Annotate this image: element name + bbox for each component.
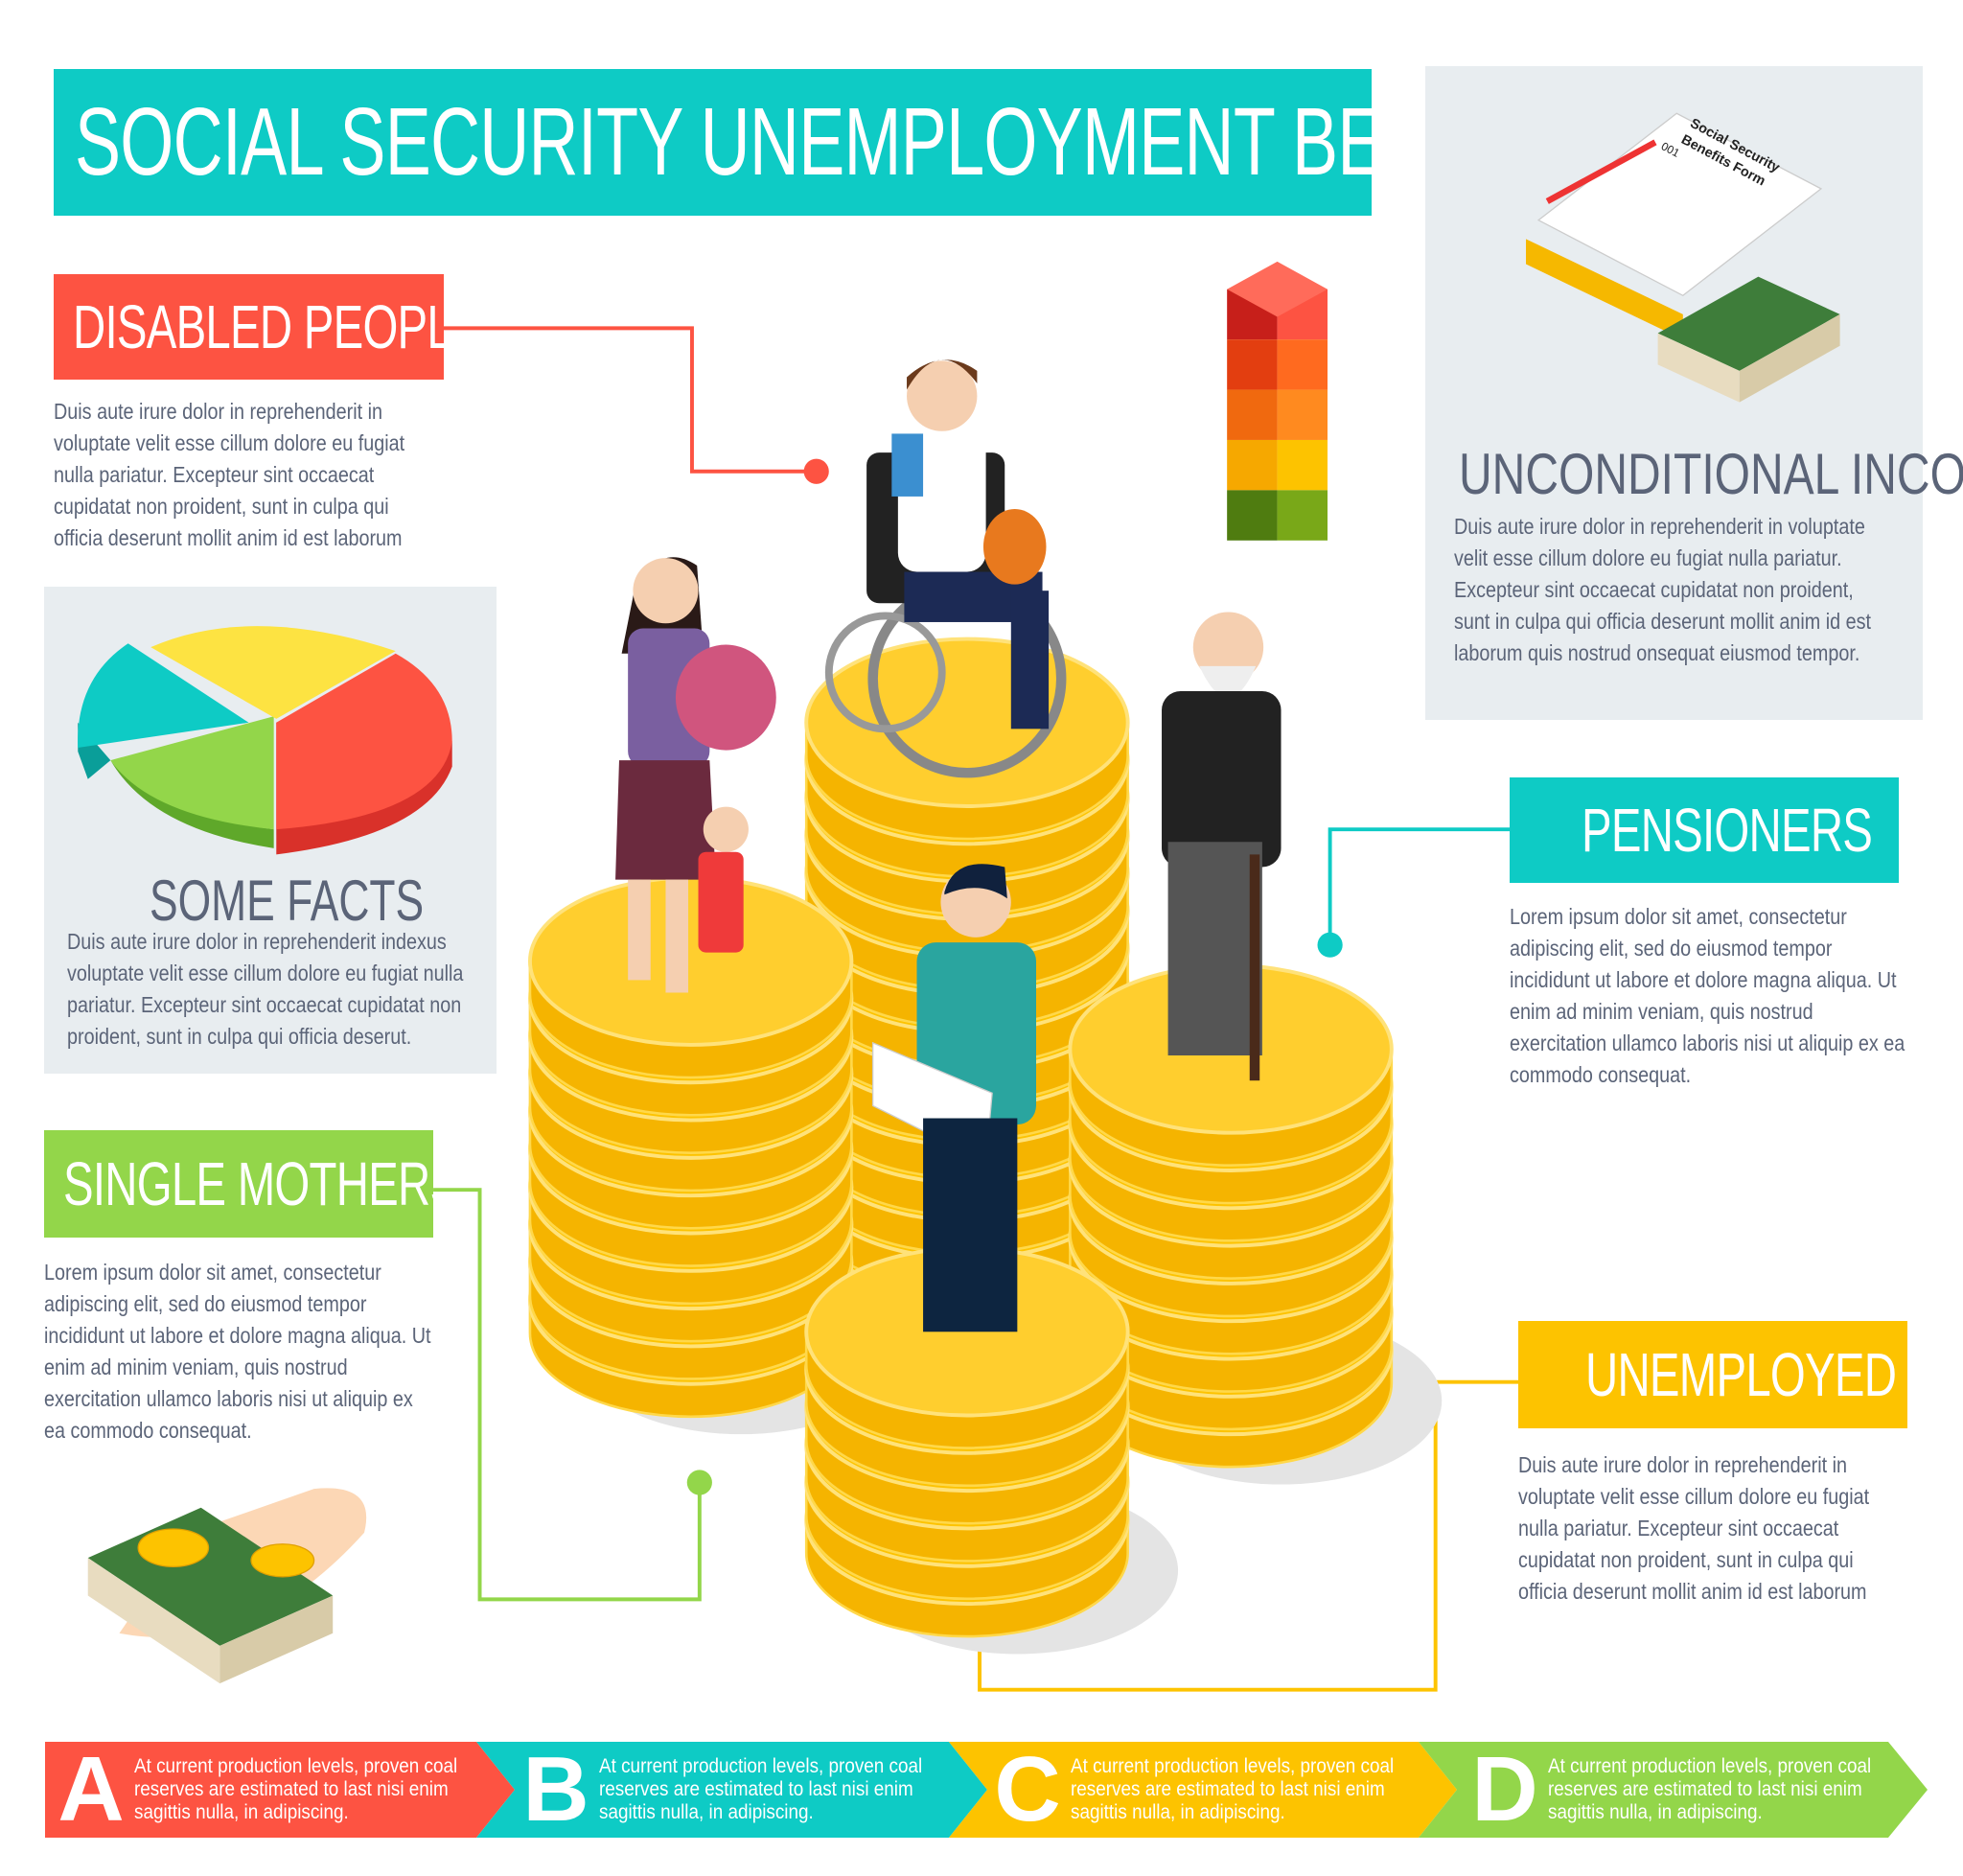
- step-c-letter: C: [994, 1738, 1061, 1841]
- some-facts-text: Duis aute irure dolor in reprehenderit i…: [67, 929, 464, 1049]
- step-c-text: At current production levels, proven coa…: [1071, 1755, 1395, 1823]
- disabled-people-heading: DISABLED PEOPLE: [73, 292, 444, 361]
- disabled-people-heading-box: DISABLED PEOPLE: [54, 274, 444, 380]
- mothers-connector: [433, 1188, 702, 1602]
- single-mothers-text: Lorem ipsum dolor sit amet, consectetur …: [44, 1260, 431, 1443]
- step-b-text: At current production levels, proven coa…: [599, 1755, 923, 1823]
- unconditional-income-heading: UNCONDITIONAL INCOME: [1459, 442, 1963, 506]
- disabled-person-figure: [824, 359, 1067, 778]
- pensioners-connector: [1328, 827, 1510, 945]
- pie-slice-red: [276, 653, 452, 830]
- mothers-dot: [686, 1470, 712, 1495]
- pie-slice-green-side: [110, 760, 274, 848]
- step-a-text: At current production levels, proven coa…: [134, 1755, 458, 1823]
- pensioners-heading: PENSIONERS: [1582, 796, 1873, 865]
- step-a-letter: A: [58, 1738, 125, 1841]
- pie-slice-yellow: [150, 626, 396, 719]
- pie-slice-teal: [78, 643, 249, 748]
- unemployed-heading: UNEMPLOYED: [1585, 1340, 1897, 1409]
- some-facts-heading: SOME FACTS: [150, 869, 425, 933]
- step-d-letter: D: [1471, 1738, 1538, 1841]
- hand-money-graphic: [87, 1488, 367, 1684]
- title-banner: SOCIAL SECURITY UNEMPLOYMENT BENEFITS: [54, 69, 1372, 216]
- single-mothers-heading-box: SINGLE MOTHERS: [44, 1130, 433, 1238]
- unemployed-heading-box: UNEMPLOYED: [1518, 1321, 1907, 1428]
- level-bar-graphic: [1227, 261, 1328, 541]
- pensioners-text: Lorem ipsum dolor sit amet, consectetur …: [1510, 904, 1905, 1087]
- coin-face: [527, 875, 854, 1047]
- coin-stack: [527, 875, 902, 1435]
- step-a: A At current production levels, proven c…: [48, 1738, 460, 1841]
- unconditional-income-text: Duis aute irure dolor in reprehenderit i…: [1454, 514, 1872, 665]
- pie-chart-graphic: [78, 626, 452, 855]
- coin-stack: [1068, 963, 1443, 1485]
- page-title: SOCIAL SECURITY UNEMPLOYMENT BENEFITS: [75, 88, 1372, 196]
- single-mother-figure: [615, 557, 776, 993]
- disabled-connector: [443, 326, 817, 474]
- unemployed-man-figure: [872, 864, 1036, 1332]
- coin-stack: [804, 1246, 1179, 1655]
- pensioners-dot: [1317, 932, 1343, 958]
- step-d: D At current production levels, proven c…: [1462, 1738, 1874, 1841]
- single-mothers-heading: SINGLE MOTHERS: [63, 1149, 433, 1218]
- unemployed-text: Duis aute irure dolor in reprehenderit i…: [1518, 1452, 1870, 1604]
- pensioners-heading-box: PENSIONERS: [1510, 777, 1899, 883]
- pensioner-figure: [1162, 612, 1282, 1081]
- step-c: C At current production levels, proven c…: [984, 1738, 1397, 1841]
- step-b: B At current production levels, proven c…: [513, 1738, 925, 1841]
- disabled-dot: [803, 458, 829, 484]
- disabled-people-text: Duis aute irure dolor in reprehenderit i…: [54, 399, 405, 550]
- step-b-letter: B: [522, 1738, 589, 1841]
- step-d-text: At current production levels, proven coa…: [1548, 1755, 1872, 1823]
- pie-slice-green: [110, 716, 274, 830]
- unemployed-connector: [978, 1379, 1519, 1692]
- benefits-form-graphic: Social Security Benefits Form 001: [1526, 112, 1840, 403]
